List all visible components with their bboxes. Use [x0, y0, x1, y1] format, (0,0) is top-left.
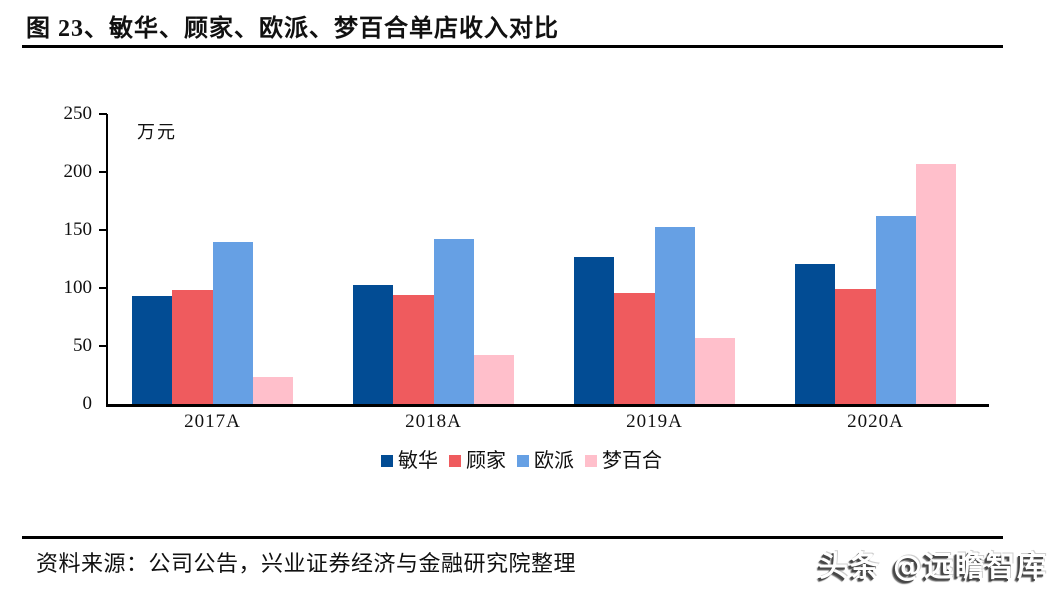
x-axis-label-2020A: 2020A	[847, 411, 904, 432]
y-axis-label-250: 250	[63, 103, 93, 124]
bar-欧派-2019A	[654, 227, 695, 404]
bar-顾家-2020A	[835, 289, 876, 404]
y-axis-label-0: 0	[82, 393, 93, 414]
y-tick-50	[99, 345, 107, 347]
y-axis-label-100: 100	[63, 277, 93, 298]
legend-label-顾家: 顾家	[466, 450, 506, 472]
bar-敏华-2018A	[353, 285, 394, 404]
y-axis-label-50: 50	[73, 335, 92, 356]
legend-label-敏华: 敏华	[398, 450, 438, 472]
bar-梦百合-2018A	[473, 355, 514, 404]
title-divider	[22, 45, 1003, 48]
legend-item-顾家: 顾家	[449, 449, 506, 473]
legend-item-敏华: 敏华	[381, 449, 438, 473]
legend-swatch-敏华	[381, 455, 393, 467]
y-axis-label-200: 200	[63, 161, 93, 182]
source-note: 资料来源：公司公告，兴业证券经济与金融研究院整理	[36, 551, 577, 576]
watermark: 头条 @远瞻智库	[818, 549, 1048, 583]
bar-顾家-2018A	[393, 295, 434, 404]
bar-梦百合-2017A	[252, 377, 293, 404]
x-axis-label-2017A: 2017A	[184, 411, 241, 432]
plot-area	[106, 114, 989, 407]
legend-swatch-顾家	[449, 455, 461, 467]
bar-梦百合-2020A	[915, 164, 956, 404]
y-tick-250	[99, 113, 107, 115]
bar-group-2018A	[353, 114, 514, 404]
bar-敏华-2019A	[574, 257, 615, 404]
y-tick-150	[99, 229, 107, 231]
bar-顾家-2017A	[172, 290, 213, 404]
bar-顾家-2019A	[614, 293, 655, 404]
y-tick-100	[99, 287, 107, 289]
bar-敏华-2017A	[132, 296, 173, 404]
bar-敏华-2020A	[795, 264, 836, 404]
bar-欧派-2020A	[875, 216, 916, 404]
legend-item-梦百合: 梦百合	[585, 449, 662, 473]
chart-legend: 敏华 顾家 欧派 梦百合	[381, 449, 662, 473]
legend-item-欧派: 欧派	[517, 449, 574, 473]
footer-divider	[22, 536, 1003, 539]
x-axis-label-2019A: 2019A	[626, 411, 683, 432]
legend-swatch-欧派	[517, 455, 529, 467]
legend-label-欧派: 欧派	[534, 450, 574, 472]
x-axis: 2017A 2018A 2019A 2020A	[108, 411, 989, 439]
bar-梦百合-2019A	[694, 338, 735, 404]
bar-欧派-2018A	[433, 239, 474, 404]
bar-欧派-2017A	[212, 242, 253, 404]
bar-group-2020A	[795, 114, 956, 404]
figure-title: 图 23、敏华、顾家、欧派、梦百合单店收入对比	[26, 16, 559, 42]
x-axis-label-2018A: 2018A	[405, 411, 462, 432]
bar-group-2019A	[574, 114, 735, 404]
y-unit-label: 万元	[137, 122, 177, 142]
legend-label-梦百合: 梦百合	[602, 450, 662, 472]
y-axis-label-150: 150	[63, 219, 93, 240]
y-tick-200	[99, 171, 107, 173]
bar-group-2017A	[132, 114, 293, 404]
legend-swatch-梦百合	[585, 455, 597, 467]
